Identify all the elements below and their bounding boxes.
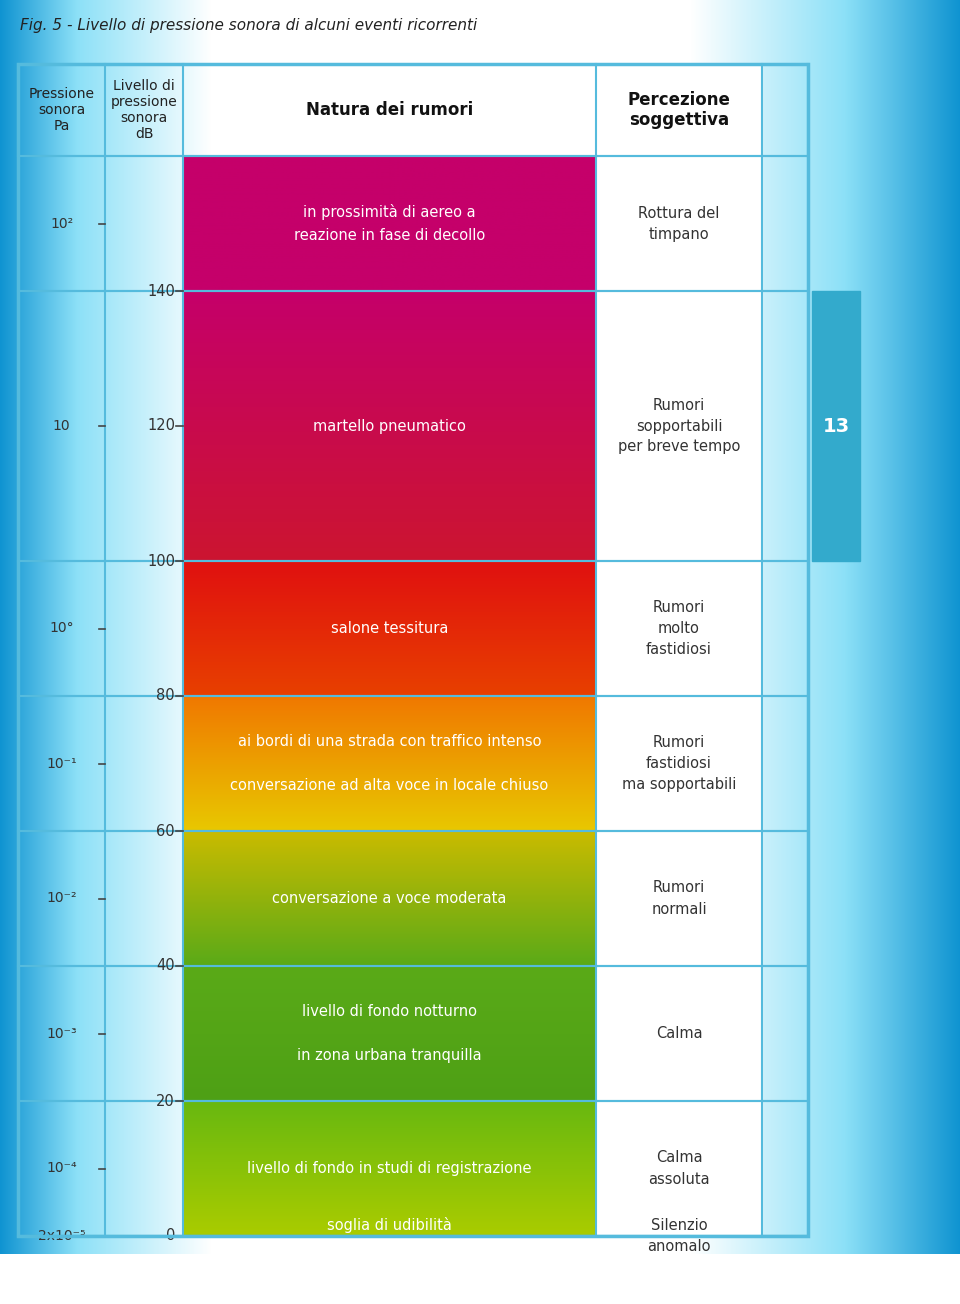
Text: in prossimità di aereo a
reazione in fase di decollo: in prossimità di aereo a reazione in fas… <box>294 205 485 243</box>
Text: Rumori
sopportabili
per breve tempo: Rumori sopportabili per breve tempo <box>618 398 740 455</box>
Bar <box>596 561 762 696</box>
Text: 10: 10 <box>53 419 70 433</box>
Text: salone tessitura: salone tessitura <box>331 621 448 636</box>
Text: 140: 140 <box>147 283 175 299</box>
Bar <box>596 156 762 291</box>
Bar <box>596 831 762 966</box>
Bar <box>596 64 762 156</box>
Text: Pressione
sonora
Pa: Pressione sonora Pa <box>29 87 94 133</box>
Text: Percezione
soggettiva: Percezione soggettiva <box>628 90 731 129</box>
Text: Livello di
pressione
sonora
dB: Livello di pressione sonora dB <box>110 78 178 141</box>
Text: 60: 60 <box>156 824 175 838</box>
Text: Rumori
molto
fastidiosi: Rumori molto fastidiosi <box>646 600 712 657</box>
Text: Calma
assoluta: Calma assoluta <box>648 1150 709 1187</box>
Text: Rumori
normali: Rumori normali <box>651 880 707 917</box>
Bar <box>18 64 808 1236</box>
Text: 100: 100 <box>147 553 175 569</box>
Text: 10°: 10° <box>49 622 74 635</box>
Bar <box>812 291 860 561</box>
Bar <box>596 291 762 561</box>
Text: conversazione a voce moderata: conversazione a voce moderata <box>273 891 507 906</box>
Text: 40: 40 <box>156 958 175 974</box>
Text: Silenzio
anomalo: Silenzio anomalo <box>647 1218 710 1254</box>
Text: 10²: 10² <box>50 216 73 231</box>
Text: soglia di udibilità
di suoni puri a 1000 Hz: soglia di udibilità di suoni puri a 1000… <box>304 1217 474 1254</box>
Text: livello di fondo in studi di registrazione: livello di fondo in studi di registrazio… <box>248 1161 532 1176</box>
Text: 0: 0 <box>166 1228 175 1244</box>
Text: Fig. 5 - Livello di pressione sonora di alcuni eventi ricorrenti: Fig. 5 - Livello di pressione sonora di … <box>20 18 477 33</box>
Text: 13: 13 <box>823 416 850 436</box>
Bar <box>596 1101 762 1236</box>
Text: Calma: Calma <box>656 1026 703 1041</box>
Text: 10⁻²: 10⁻² <box>46 892 77 905</box>
Text: 120: 120 <box>147 419 175 433</box>
Text: Natura dei rumori: Natura dei rumori <box>306 100 473 119</box>
Bar <box>596 966 762 1101</box>
Text: livello di fondo notturno

in zona urbana tranquilla: livello di fondo notturno in zona urbana… <box>298 1004 482 1063</box>
Text: ai bordi di una strada con traffico intenso

conversazione ad alta voce in local: ai bordi di una strada con traffico inte… <box>230 734 548 793</box>
Text: 2x10⁻⁵: 2x10⁻⁵ <box>37 1228 85 1243</box>
Text: martello pneumatico: martello pneumatico <box>313 419 466 433</box>
Text: 10⁻³: 10⁻³ <box>46 1026 77 1041</box>
Text: 10⁻¹: 10⁻¹ <box>46 756 77 771</box>
Text: Rottura del
timpano: Rottura del timpano <box>638 206 720 241</box>
Bar <box>596 696 762 831</box>
Text: 80: 80 <box>156 689 175 703</box>
Text: 10⁻⁴: 10⁻⁴ <box>46 1162 77 1175</box>
Text: Rumori
fastidiosi
ma sopportabili: Rumori fastidiosi ma sopportabili <box>622 735 736 792</box>
Text: 20: 20 <box>156 1094 175 1108</box>
